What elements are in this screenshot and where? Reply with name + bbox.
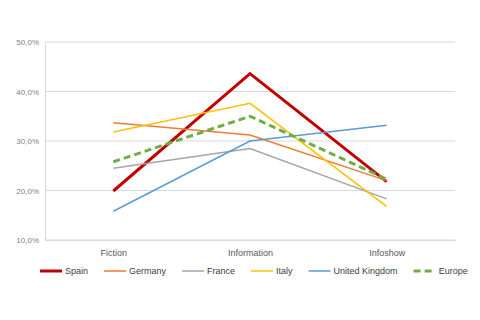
legend-label: Italy <box>276 266 293 276</box>
series-line <box>113 148 386 198</box>
y-tick: 20,0% <box>16 187 45 196</box>
x-tick: Infoshow <box>369 240 406 258</box>
legend-swatch <box>309 270 331 272</box>
legend-swatch <box>414 270 436 273</box>
x-tick-label: Fiction <box>101 248 128 258</box>
chart-container: 10,0% 20,0% 30,0% 40,0% 50,0% Fiction Informat… <box>0 0 480 320</box>
plot-area: 10,0% 20,0% 30,0% 40,0% 50,0% Fiction Informat… <box>16 38 455 258</box>
x-tick-label: Information <box>228 248 273 258</box>
lines <box>113 74 386 212</box>
y-tick-label: 20,0% <box>16 187 39 196</box>
series-line <box>113 74 386 191</box>
x-axis-line <box>46 240 456 241</box>
legend-item: Germany <box>104 266 167 276</box>
legend-item: Italy <box>251 266 293 276</box>
legend-swatch <box>251 270 273 272</box>
x-tick-label: Infoshow <box>369 248 406 258</box>
legend-swatch <box>182 270 204 272</box>
y-tick-label: 50,0% <box>16 38 39 47</box>
chart: 10,0% 20,0% 30,0% 40,0% 50,0% Fiction Informat… <box>0 0 480 320</box>
x-tick: Fiction <box>101 240 128 258</box>
legend: Spain Germany France Italy United Kingdom Eur… <box>40 266 468 276</box>
legend-item: Europe <box>414 266 468 276</box>
y-axis: 10,0% 20,0% 30,0% 40,0% 50,0% <box>16 38 45 245</box>
y-tick-label: 10,0% <box>16 236 39 245</box>
grid-line <box>45 42 455 43</box>
legend-label: France <box>207 266 235 276</box>
legend-swatch <box>40 270 62 273</box>
x-tick: Information <box>228 240 273 258</box>
series-line <box>113 116 386 179</box>
grid-line <box>45 91 455 92</box>
legend-swatch <box>104 270 126 272</box>
series-line <box>113 125 386 211</box>
grid-line <box>45 240 455 241</box>
grid-line <box>45 190 455 191</box>
legend-label: Germany <box>129 266 167 276</box>
y-tick: 50,0% <box>16 38 45 47</box>
y-tick-label: 30,0% <box>16 137 39 146</box>
series-line <box>113 123 386 181</box>
legend-label: United Kingdom <box>334 266 398 276</box>
legend-item: Spain <box>40 266 88 276</box>
grid <box>45 42 455 240</box>
x-axis: Fiction Information Infoshow <box>46 240 456 258</box>
y-tick-label: 40,0% <box>16 88 39 97</box>
y-tick: 30,0% <box>16 137 45 146</box>
y-tick: 40,0% <box>16 88 45 97</box>
legend-item: France <box>182 266 235 276</box>
legend-label: Europe <box>439 266 468 276</box>
y-axis-line <box>45 43 46 241</box>
legend-item: United Kingdom <box>309 266 398 276</box>
legend-label: Spain <box>65 266 88 276</box>
y-tick: 10,0% <box>16 236 45 245</box>
